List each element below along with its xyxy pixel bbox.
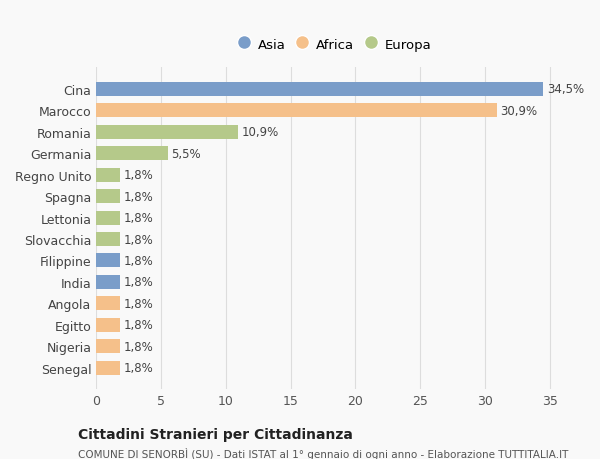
Bar [97,361,119,375]
Bar [97,190,119,204]
Text: 34,5%: 34,5% [547,83,584,96]
Text: 1,8%: 1,8% [124,169,154,182]
Text: 1,8%: 1,8% [124,319,154,331]
Bar [97,83,543,97]
Text: 1,8%: 1,8% [124,276,154,289]
Text: 30,9%: 30,9% [500,105,538,118]
Legend: Asia, Africa, Europa: Asia, Africa, Europa [235,33,437,57]
Text: 10,9%: 10,9% [241,126,278,139]
Bar [97,147,167,161]
Bar [97,340,119,353]
Bar [97,125,238,140]
Bar [97,318,119,332]
Bar [97,233,119,246]
Text: 1,8%: 1,8% [124,190,154,203]
Bar [97,211,119,225]
Text: 1,8%: 1,8% [124,361,154,375]
Bar [97,297,119,311]
Bar [97,104,497,118]
Text: 1,8%: 1,8% [124,297,154,310]
Text: 1,8%: 1,8% [124,212,154,224]
Bar [97,254,119,268]
Text: 1,8%: 1,8% [124,233,154,246]
Bar [97,275,119,289]
Bar [97,168,119,182]
Text: 1,8%: 1,8% [124,254,154,268]
Text: Cittadini Stranieri per Cittadinanza: Cittadini Stranieri per Cittadinanza [78,427,353,441]
Text: COMUNE DI SENORBÌ (SU) - Dati ISTAT al 1° gennaio di ogni anno - Elaborazione TU: COMUNE DI SENORBÌ (SU) - Dati ISTAT al 1… [78,447,568,459]
Text: 5,5%: 5,5% [172,147,201,160]
Text: 1,8%: 1,8% [124,340,154,353]
